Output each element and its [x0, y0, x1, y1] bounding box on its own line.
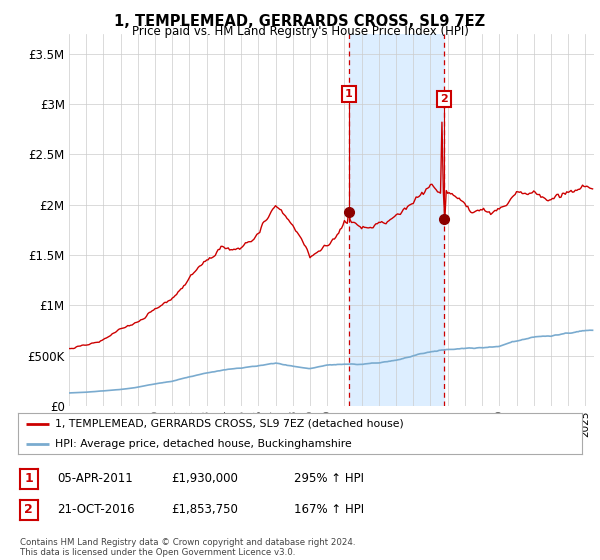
Text: 1: 1 — [25, 472, 33, 486]
Text: £1,853,750: £1,853,750 — [171, 503, 238, 516]
Text: 1, TEMPLEMEAD, GERRARDS CROSS, SL9 7EZ: 1, TEMPLEMEAD, GERRARDS CROSS, SL9 7EZ — [115, 14, 485, 29]
Text: 2: 2 — [440, 94, 448, 104]
Text: £1,930,000: £1,930,000 — [171, 472, 238, 486]
Text: Price paid vs. HM Land Registry's House Price Index (HPI): Price paid vs. HM Land Registry's House … — [131, 25, 469, 38]
Text: 21-OCT-2016: 21-OCT-2016 — [57, 503, 134, 516]
Text: HPI: Average price, detached house, Buckinghamshire: HPI: Average price, detached house, Buck… — [55, 439, 352, 449]
Text: Contains HM Land Registry data © Crown copyright and database right 2024.
This d: Contains HM Land Registry data © Crown c… — [20, 538, 355, 557]
Text: 167% ↑ HPI: 167% ↑ HPI — [294, 503, 364, 516]
Bar — [349, 34, 444, 406]
Text: 1: 1 — [345, 89, 353, 99]
Text: 2: 2 — [25, 503, 33, 516]
Text: 05-APR-2011: 05-APR-2011 — [57, 472, 133, 486]
Text: 1, TEMPLEMEAD, GERRARDS CROSS, SL9 7EZ (detached house): 1, TEMPLEMEAD, GERRARDS CROSS, SL9 7EZ (… — [55, 419, 403, 429]
Text: 295% ↑ HPI: 295% ↑ HPI — [294, 472, 364, 486]
